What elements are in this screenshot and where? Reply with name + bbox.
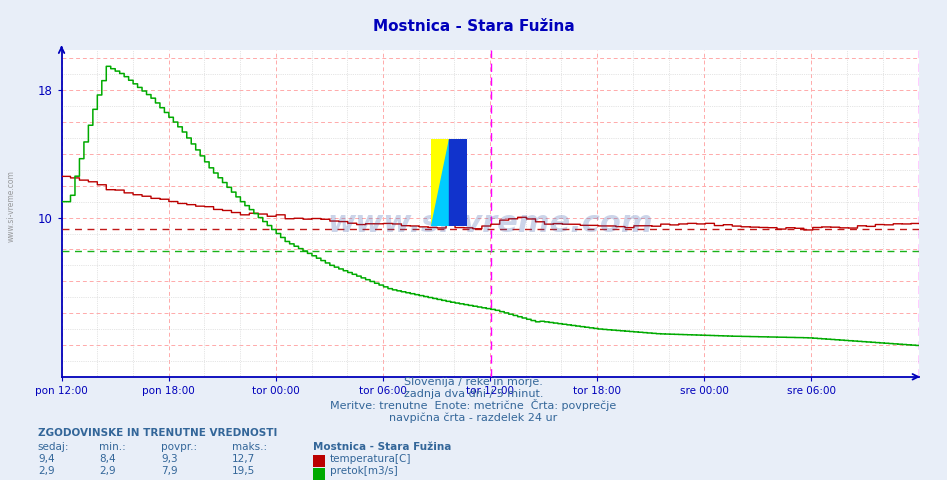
Text: Slovenija / reke in morje.: Slovenija / reke in morje.	[404, 377, 543, 387]
Text: povpr.:: povpr.:	[161, 442, 197, 452]
Text: 2,9: 2,9	[99, 466, 116, 476]
Text: ZGODOVINSKE IN TRENUTNE VREDNOSTI: ZGODOVINSKE IN TRENUTNE VREDNOSTI	[38, 428, 277, 438]
Polygon shape	[431, 139, 449, 226]
Text: 8,4: 8,4	[99, 454, 116, 464]
Text: www.si-vreme.com: www.si-vreme.com	[7, 170, 16, 242]
Polygon shape	[431, 139, 449, 226]
Text: min.:: min.:	[99, 442, 126, 452]
Text: www.si-vreme.com: www.si-vreme.com	[328, 209, 652, 238]
Text: pretok[m3/s]: pretok[m3/s]	[330, 466, 398, 476]
Text: 7,9: 7,9	[161, 466, 178, 476]
Text: 9,4: 9,4	[38, 454, 55, 464]
Text: maks.:: maks.:	[232, 442, 267, 452]
Text: 19,5: 19,5	[232, 466, 256, 476]
Text: 2,9: 2,9	[38, 466, 55, 476]
Text: Mostnica - Stara Fužina: Mostnica - Stara Fužina	[372, 19, 575, 34]
Text: sedaj:: sedaj:	[38, 442, 69, 452]
Text: temperatura[C]: temperatura[C]	[330, 454, 411, 464]
Text: 12,7: 12,7	[232, 454, 256, 464]
Text: Meritve: trenutne  Enote: metrične  Črta: povprečje: Meritve: trenutne Enote: metrične Črta: …	[331, 399, 616, 411]
Text: 9,3: 9,3	[161, 454, 178, 464]
Bar	[449, 139, 467, 226]
Text: zadnja dva dni / 5 minut.: zadnja dva dni / 5 minut.	[403, 389, 544, 399]
Text: Mostnica - Stara Fužina: Mostnica - Stara Fužina	[313, 442, 451, 452]
Text: navpična črta - razdelek 24 ur: navpična črta - razdelek 24 ur	[389, 412, 558, 423]
